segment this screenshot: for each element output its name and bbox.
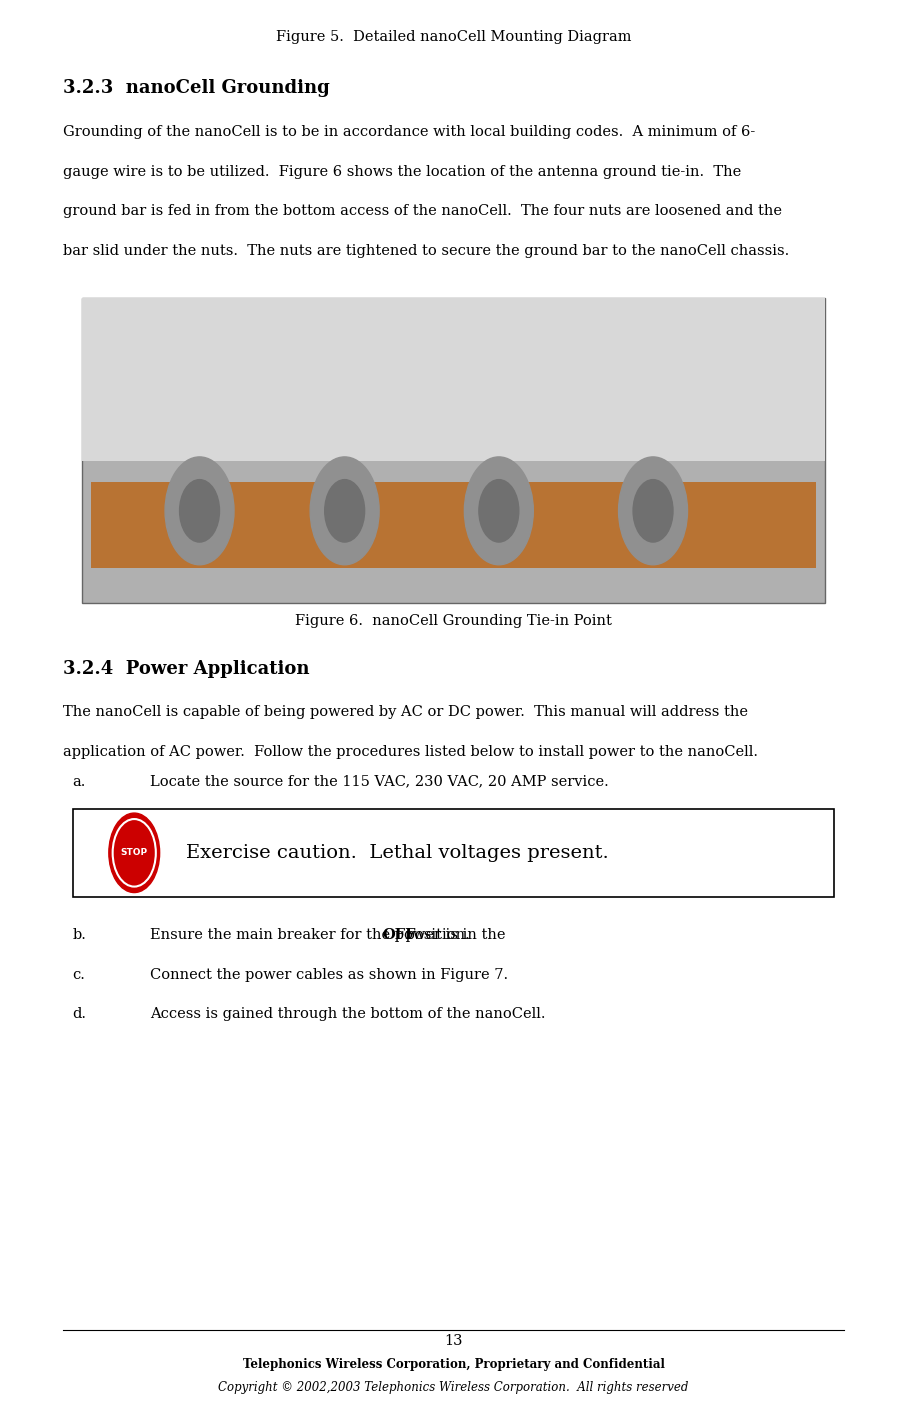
FancyBboxPatch shape — [91, 482, 816, 568]
Circle shape — [325, 480, 365, 542]
Text: bar slid under the nuts.  The nuts are tightened to secure the ground bar to the: bar slid under the nuts. The nuts are ti… — [63, 244, 790, 258]
Text: 3.2.3  nanoCell Grounding: 3.2.3 nanoCell Grounding — [63, 79, 330, 98]
Text: Ensure the main breaker for the power is in the: Ensure the main breaker for the power is… — [150, 928, 510, 942]
FancyBboxPatch shape — [73, 809, 834, 897]
Text: Figure 6.  nanoCell Grounding Tie-in Point: Figure 6. nanoCell Grounding Tie-in Poin… — [295, 614, 612, 629]
Circle shape — [109, 813, 160, 893]
Circle shape — [180, 480, 219, 542]
Text: STOP: STOP — [121, 849, 148, 857]
Circle shape — [310, 457, 379, 565]
Text: 13: 13 — [444, 1334, 463, 1348]
Text: OFF: OFF — [383, 928, 416, 942]
Text: Locate the source for the 115 VAC, 230 VAC, 20 AMP service.: Locate the source for the 115 VAC, 230 V… — [150, 775, 609, 789]
Circle shape — [165, 457, 234, 565]
Text: d.: d. — [73, 1007, 86, 1022]
Text: gauge wire is to be utilized.  Figure 6 shows the location of the antenna ground: gauge wire is to be utilized. Figure 6 s… — [63, 165, 742, 179]
Circle shape — [479, 480, 519, 542]
Text: 3.2.4  Power Application: 3.2.4 Power Application — [63, 660, 310, 678]
FancyBboxPatch shape — [82, 298, 825, 603]
Text: b.: b. — [73, 928, 86, 942]
Text: c.: c. — [73, 968, 85, 982]
Text: ground bar is fed in from the bottom access of the nanoCell.  The four nuts are : ground bar is fed in from the bottom acc… — [63, 204, 783, 219]
Text: a.: a. — [73, 775, 86, 789]
Text: Grounding of the nanoCell is to be in accordance with local building codes.  A m: Grounding of the nanoCell is to be in ac… — [63, 125, 756, 139]
Text: position.: position. — [401, 928, 470, 942]
Text: The nanoCell is capable of being powered by AC or DC power.  This manual will ad: The nanoCell is capable of being powered… — [63, 705, 748, 719]
Text: Exercise caution.  Lethal voltages present.: Exercise caution. Lethal voltages presen… — [186, 844, 609, 861]
Circle shape — [464, 457, 533, 565]
Circle shape — [619, 457, 688, 565]
Text: Access is gained through the bottom of the nanoCell.: Access is gained through the bottom of t… — [150, 1007, 545, 1022]
Text: Telephonics Wireless Corporation, Proprietary and Confidential: Telephonics Wireless Corporation, Propri… — [242, 1358, 665, 1371]
Circle shape — [633, 480, 673, 542]
Text: application of AC power.  Follow the procedures listed below to install power to: application of AC power. Follow the proc… — [63, 745, 758, 759]
Text: Copyright © 2002,2003 Telephonics Wireless Corporation.  All rights reserved: Copyright © 2002,2003 Telephonics Wirele… — [219, 1381, 688, 1393]
Text: Figure 5.  Detailed nanoCell Mounting Diagram: Figure 5. Detailed nanoCell Mounting Dia… — [276, 30, 631, 44]
Text: Connect the power cables as shown in Figure 7.: Connect the power cables as shown in Fig… — [150, 968, 508, 982]
FancyBboxPatch shape — [82, 298, 825, 461]
